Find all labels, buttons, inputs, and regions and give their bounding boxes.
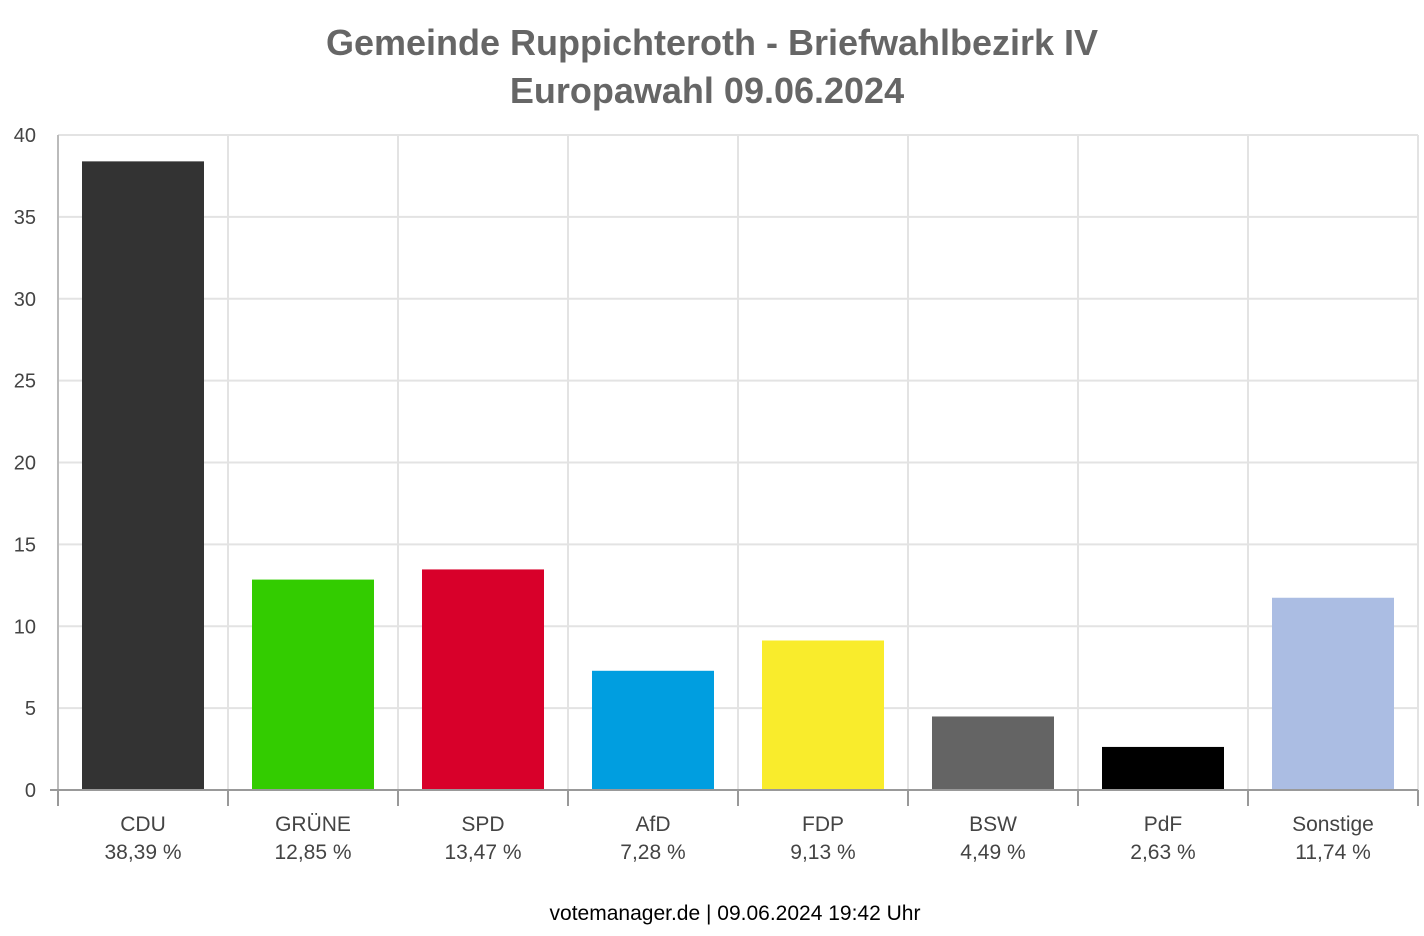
labels-group: 0 5 10 15 20 25 30 35 40 CDU 38,39 % GRÜNE 12,85 % SP… [14,125,1374,864]
y-tick-label: 40 [14,125,36,147]
y-tick-label: 25 [14,371,36,393]
y-tick-label: 30 [14,289,36,311]
x-category-label: AfD [635,813,670,836]
bar-bsw [932,716,1054,790]
y-tick-label: 5 [25,698,36,720]
x-value-label: 12,85 % [274,841,351,864]
chart-title-line-2: Europawahl 09.06.2024 [510,70,904,111]
x-category-label: CDU [120,813,166,836]
x-value-label: 38,39 % [104,841,181,864]
x-value-label: 4,49 % [960,841,1025,864]
x-value-label: 7,28 % [620,841,685,864]
bar-fdp [762,640,884,790]
x-value-label: 2,63 % [1130,841,1195,864]
bars-group [82,161,1394,790]
bar-sonstige [1272,597,1394,790]
bar-cdu [82,161,204,790]
x-category-label: BSW [969,813,1017,836]
y-tick-label: 15 [14,534,36,556]
x-value-label: 9,13 % [790,841,855,864]
x-category-label: GRÜNE [275,813,351,836]
axes-group [50,135,1419,806]
y-tick-label: 20 [14,453,36,475]
footer-source: votemanager.de | 09.06.2024 19:42 Uhr [550,902,921,925]
x-value-label: 13,47 % [444,841,521,864]
y-tick-label: 10 [14,616,36,638]
grid-lines [58,134,1419,790]
bar-afd [592,670,714,790]
bar-pdf [1102,746,1224,790]
x-category-label: Sonstige [1292,813,1374,836]
bar-grüne [252,579,374,790]
x-category-label: SPD [461,813,504,836]
y-tick-label: 35 [14,207,36,229]
x-value-label: 11,74 % [1295,841,1371,864]
chart-title-line-1: Gemeinde Ruppichteroth - Briefwahlbezirk… [326,22,1098,63]
x-category-label: FDP [802,813,844,836]
x-category-label: PdF [1144,813,1183,836]
bar-spd [422,569,544,790]
y-tick-label: 0 [25,780,36,802]
